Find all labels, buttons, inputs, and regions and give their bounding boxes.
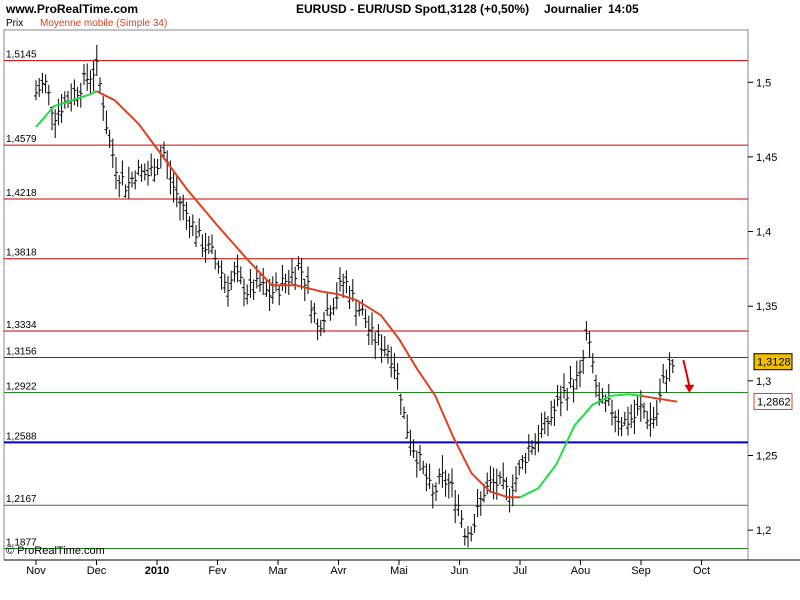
ma-legend: Moyenne mobile (Simple 34) [40,18,168,29]
price-label: Prix [6,18,24,29]
x-tick-label: Jul [513,565,527,577]
y-tick-label: 1,5 [756,77,771,89]
level-label: 1,3156 [6,347,37,358]
x-tick-label: Mar [269,565,288,577]
site-link[interactable]: www.ProRealTime.com [6,2,139,16]
x-tick-label: Fev [208,565,227,577]
time-label: 14:05 [608,2,639,16]
instrument-title: EURUSD - EUR/USD Spot [296,2,442,16]
x-tick-label: Dec [87,565,107,577]
y-tick-label: 1,3 [756,376,771,388]
level-label: 1,2588 [6,431,37,442]
last-price-change: 1,3128 (+0,50%) [440,2,530,16]
last-ma-box [753,392,793,410]
last-price-value: 1,3128 [757,357,791,369]
level-label: 1,3334 [6,320,37,331]
period-label: Journalier [544,2,603,16]
last-ma-value: 1,2862 [757,396,791,408]
x-tick-label: Avr [330,565,347,577]
level-label: 1,4579 [6,134,37,145]
moving-average-line [519,393,642,499]
y-tick-label: 1,4 [756,227,771,239]
level-label: 1,5145 [6,50,37,61]
x-tick-label: Aou [571,565,591,577]
level-label: 1,3818 [6,248,37,259]
x-tick-label: Nov [26,565,46,577]
level-label: 1,4218 [6,188,37,199]
level-label: 1,2922 [6,381,37,392]
y-tick-label: 1,45 [756,152,777,164]
x-tick-label: Oct [693,565,710,577]
x-tick-label: Sep [631,565,651,577]
y-tick-label: 1,35 [756,301,777,313]
y-tick-label: 1,25 [756,450,777,462]
level-label: 1,2167 [6,494,37,505]
chart-header: www.ProRealTime.com EURUSD - EUR/USD Spo… [0,0,800,18]
moving-average-line [35,90,97,128]
moving-average-line [96,90,520,499]
copyright-label: © ProRealTime.com [6,545,105,557]
x-tick-label: Jun [451,565,469,577]
level-label: 1,1877 [6,538,37,549]
last-price-box [753,353,793,371]
trend-arrow-head [684,384,695,393]
trend-arrow [682,359,691,387]
x-tick-label: 2010 [145,565,169,577]
x-tick-label: Mai [390,565,408,577]
y-tick-label: 1,2 [756,525,771,537]
plot-frame [3,29,749,561]
moving-average-line [640,394,678,403]
